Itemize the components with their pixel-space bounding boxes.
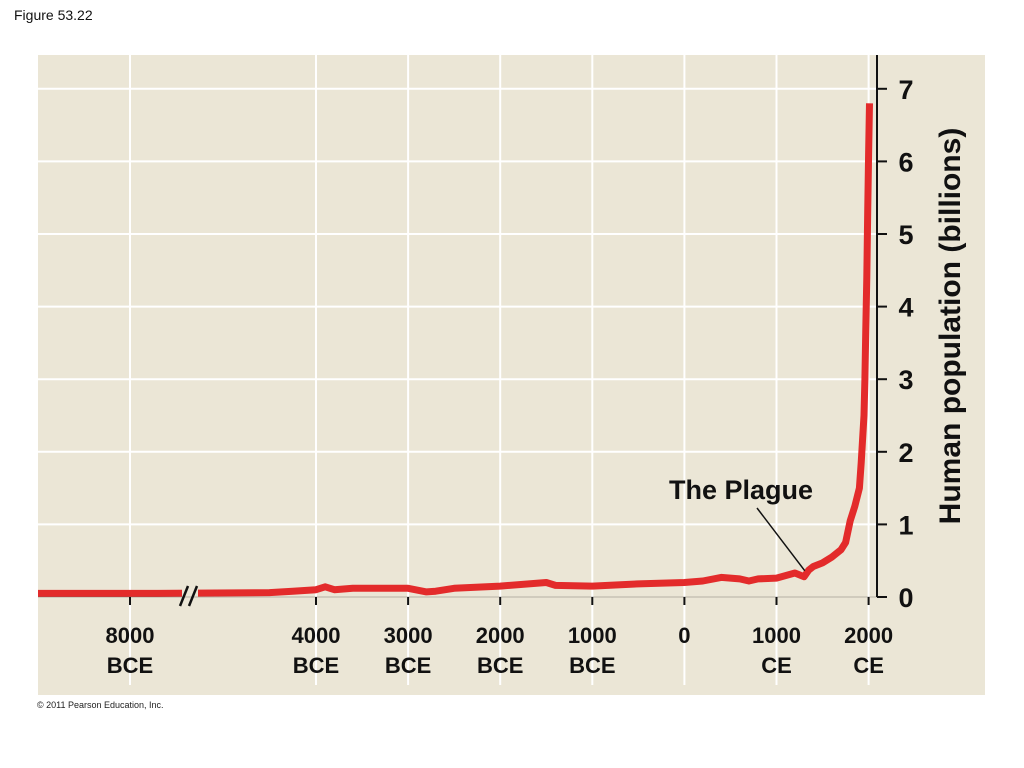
x-tick-label-era: BCE [477, 653, 523, 678]
y-tick-label: 5 [898, 220, 913, 250]
label-layer: 0 1 2 3 4 5 6 7 8000 BCE 4000 BCE 3000 BCE 2000 BCE 1000… [106, 75, 967, 678]
x-tick-label: 0 [678, 623, 690, 648]
x-tick-label: 2000 [844, 623, 893, 648]
axis-break-mark [187, 585, 199, 607]
x-tick-label-era: BCE [293, 653, 339, 678]
y-tick-label: 4 [898, 293, 913, 323]
y-tick-label: 2 [898, 438, 913, 468]
x-tick-label: 1000 [752, 623, 801, 648]
x-tick-label: 3000 [384, 623, 433, 648]
x-tick-label-era: CE [853, 653, 884, 678]
x-tick-label: 8000 [106, 623, 155, 648]
copyright-notice: © 2011 Pearson Education, Inc. [37, 700, 164, 710]
y-tick-label: 6 [898, 147, 913, 177]
axis-layer [38, 55, 887, 605]
plague-callout-line [756, 507, 806, 572]
x-tick-label-era: CE [761, 653, 792, 678]
y-tick-label: 1 [898, 510, 913, 540]
y-tick-label: 3 [898, 365, 913, 395]
population-line [38, 103, 873, 597]
figure-label: Figure 53.22 [14, 7, 93, 23]
x-tick-label: 1000 [568, 623, 617, 648]
x-tick-label: 2000 [476, 623, 525, 648]
y-axis-title: Human population (billions) [934, 128, 967, 525]
data-layer [38, 103, 873, 607]
chart-background [38, 55, 985, 695]
x-tick-label-era: BCE [385, 653, 431, 678]
x-tick-label-era: BCE [569, 653, 615, 678]
x-tick-label: 4000 [292, 623, 341, 648]
x-tick-label-era: BCE [107, 653, 153, 678]
plague-annotation: The Plague [669, 475, 813, 505]
axis-break-mark [178, 585, 190, 607]
y-tick-label: 0 [898, 583, 913, 613]
y-tick-label: 7 [898, 75, 913, 105]
grid-layer [38, 55, 877, 685]
